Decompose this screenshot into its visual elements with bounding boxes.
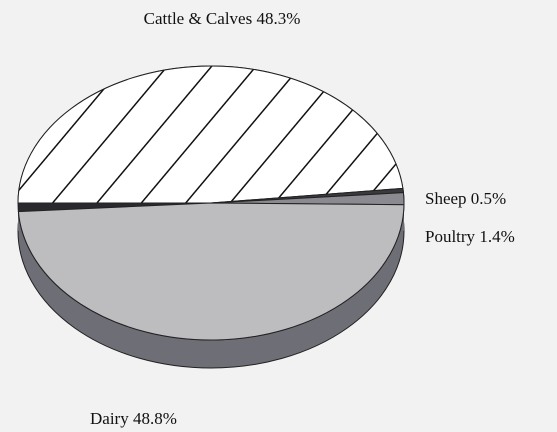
pie-slice (17, 65, 404, 204)
pie (17, 65, 405, 369)
slice-label: Cattle & Calves 48.3% (144, 9, 301, 28)
slice-label: Poultry 1.4% (425, 227, 515, 246)
pie-slice (17, 202, 405, 341)
slice-label: Sheep 0.5% (425, 189, 506, 208)
slice-label: Dairy 48.8% (90, 409, 177, 428)
